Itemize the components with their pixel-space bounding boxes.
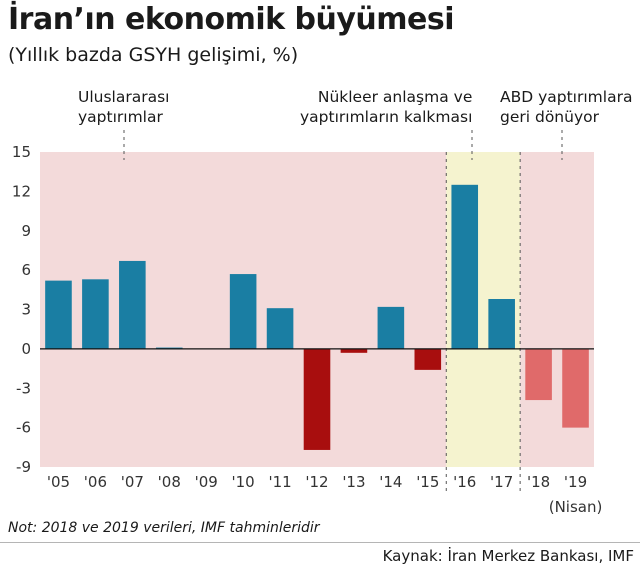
x-tick-label: '06 — [84, 473, 107, 491]
annotation-nuclear-deal-line1: Nükleer anlaşma ve — [317, 88, 473, 106]
bar-08 — [155, 347, 183, 349]
bar-14 — [377, 306, 405, 349]
x-tick-label: '11 — [268, 473, 291, 491]
annotation-nuclear-deal: Nükleer anlaşma ve yaptırımların kalkmas… — [300, 87, 472, 127]
y-tick-label: -6 — [16, 419, 31, 437]
y-tick-label: 6 — [21, 261, 31, 279]
bar-06 — [82, 279, 109, 349]
y-tick-label: 12 — [12, 182, 31, 200]
bar-07 — [119, 260, 146, 349]
x-tick-label: '19 — [564, 473, 587, 491]
x-tick-label: '16 — [453, 473, 476, 491]
annotation-us-sanctions-line1: ABD yaptırımlara — [500, 88, 633, 106]
x-tick-label: '14 — [379, 473, 402, 491]
annotation-sanctions: Uluslararası yaptırımlar — [78, 87, 169, 127]
bar-18 — [525, 348, 552, 401]
x-tick-label: '15 — [416, 473, 439, 491]
bar-16 — [451, 184, 479, 349]
bar-10 — [229, 274, 257, 349]
bar-19 — [562, 348, 589, 428]
annotation-sanctions-line1: Uluslararası — [78, 88, 170, 106]
x-tick-label: '18 — [527, 473, 550, 491]
source-credit: Kaynak: İran Merkez Bankası, IMF — [382, 547, 634, 565]
bar-05 — [45, 280, 72, 349]
annotation-nuclear-deal-line2: yaptırımların kalkması — [300, 108, 473, 126]
annotation-us-sanctions: ABD yaptırımlara geri dönüyor — [500, 87, 632, 127]
x-tick-label: '13 — [342, 473, 365, 491]
x-tick-label: '17 — [490, 473, 513, 491]
annotation-us-sanctions-line2: geri dönüyor — [500, 108, 599, 126]
y-tick-label: -9 — [16, 458, 31, 476]
chart-title: İran’ın ekonomik büyümesi — [8, 2, 455, 37]
x-tick-label: '10 — [232, 473, 255, 491]
x-tick-label: '09 — [195, 473, 218, 491]
x-tick-label: '08 — [158, 473, 181, 491]
x-tick-label: '05 — [47, 473, 70, 491]
y-tick-label: -3 — [16, 379, 31, 397]
x-tick-label: '07 — [121, 473, 144, 491]
x-tick-note: (Nisan) — [549, 498, 603, 516]
y-tick-label: 0 — [21, 340, 31, 358]
annotation-sanctions-line2: yaptırımlar — [78, 108, 163, 126]
x-tick-label: '12 — [305, 473, 328, 491]
divider — [0, 542, 640, 543]
y-tick-label: 15 — [12, 143, 31, 161]
y-tick-label: 9 — [21, 222, 31, 240]
chart-subtitle: (Yıllık bazda GSYH gelişimi, %) — [8, 44, 299, 66]
footnote: Not: 2018 ve 2019 verileri, IMF tahminle… — [8, 520, 320, 536]
bar-12 — [303, 348, 331, 450]
bar-17 — [488, 299, 515, 349]
bar-15 — [414, 348, 442, 370]
y-tick-label: 3 — [21, 301, 31, 319]
bar-13 — [340, 348, 368, 353]
bar-11 — [266, 308, 294, 349]
